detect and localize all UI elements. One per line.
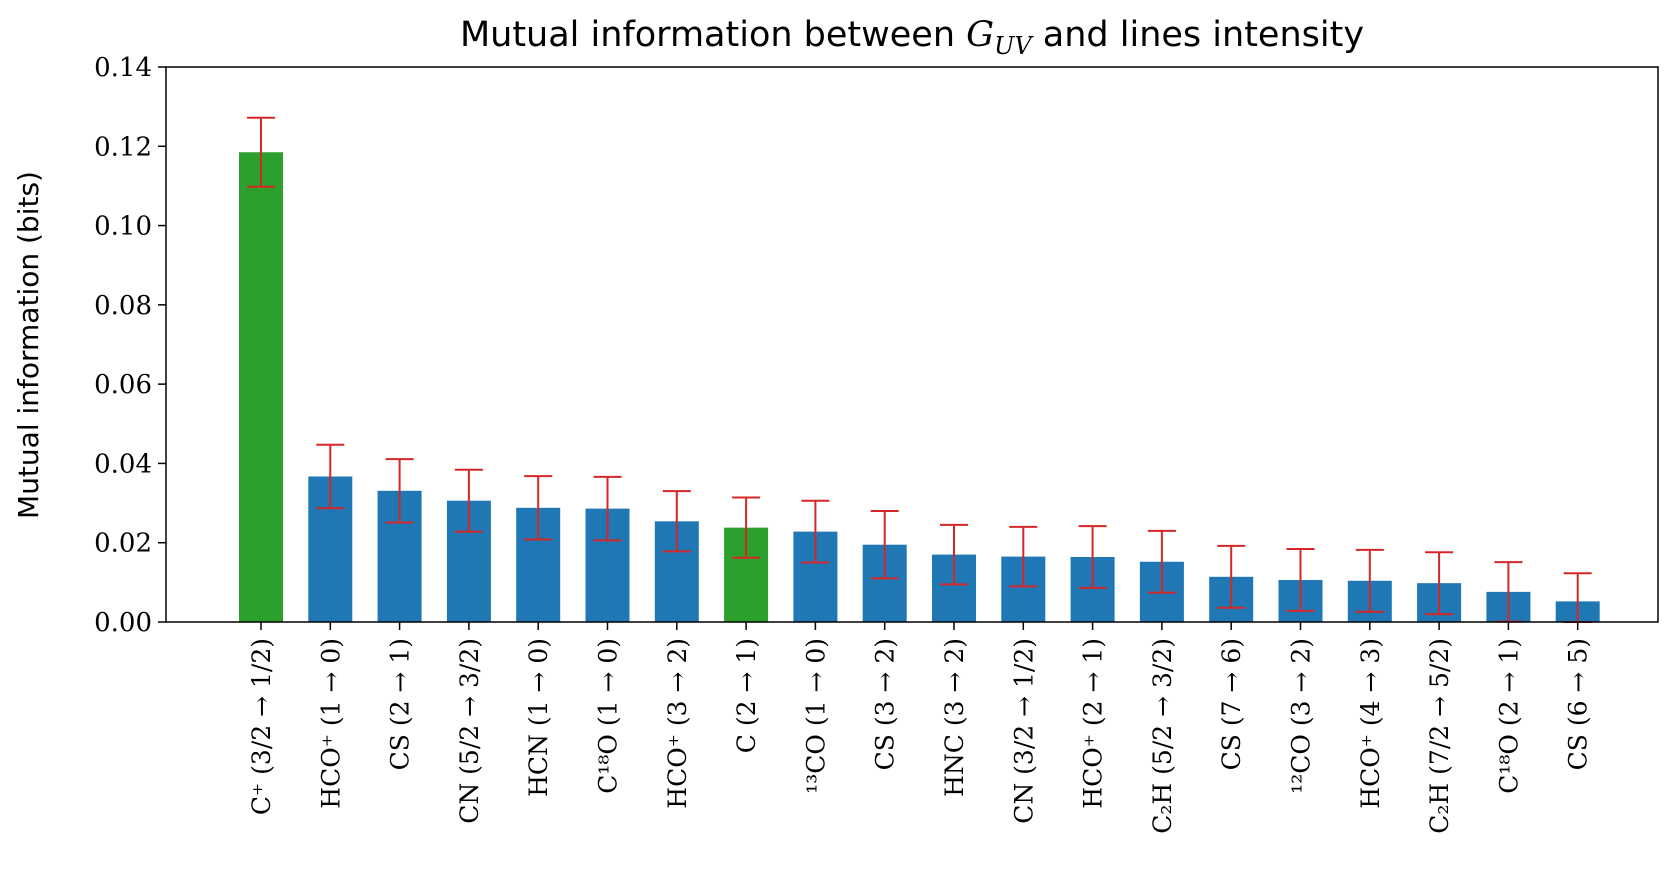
- x-tick-label-5: C¹⁸O (1 → 0): [594, 638, 623, 794]
- x-tick-label-19: CS (6 → 5): [1564, 638, 1593, 770]
- x-tick-label-4: HCN (1 → 0): [524, 638, 553, 797]
- x-tick-label-2: CS (2 → 1): [386, 638, 415, 770]
- y-tick-label-1: 0.02: [94, 529, 152, 559]
- y-tick-label-2: 0.04: [94, 449, 152, 479]
- chart-title-subscript: UV: [994, 32, 1034, 60]
- x-tick-label-15: ¹²CO (3 → 2): [1287, 638, 1316, 794]
- chart-title-after: and lines intensity: [1032, 15, 1364, 55]
- y-tick-label-3: 0.06: [94, 370, 152, 400]
- y-tick-label-7: 0.14: [94, 53, 152, 83]
- bar-0: [239, 152, 283, 622]
- x-tick-label-0: C⁺ (3/2 → 1/2): [247, 638, 276, 815]
- x-tick-label-12: HCO⁺ (2 → 1): [1079, 638, 1108, 809]
- x-tick-label-6: HCO⁺ (3 → 2): [663, 638, 692, 809]
- x-tick-label-16: HCO⁺ (4 → 3): [1356, 638, 1385, 809]
- x-tick-label-17: C₂H (7/2 → 5/2): [1425, 638, 1454, 834]
- y-axis-label: Mutual information (bits): [12, 171, 45, 519]
- x-tick-label-10: HNC (3 → 2): [940, 638, 969, 797]
- x-tick-label-3: CN (5/2 → 3/2): [455, 638, 484, 824]
- plot-area: 0.00 0.02 0.04 0.06 0.08 0.10 0.12 0.14 C⁺ (3/2 …: [94, 53, 1600, 834]
- y-tick-label-5: 0.10: [94, 212, 152, 242]
- x-tick-label-7: C (2 → 1): [732, 638, 761, 753]
- x-tick-label-11: CN (3/2 → 1/2): [1009, 638, 1038, 824]
- x-tick-label-14: CS (7 → 6): [1217, 638, 1246, 770]
- chart-title: Mutual information between GUV and lines…: [460, 15, 1364, 60]
- plot-frame: [165, 66, 1659, 623]
- y-tick-label-4: 0.08: [94, 291, 152, 321]
- y-tick-label-6: 0.12: [94, 132, 152, 162]
- x-tick-label-8: ¹³CO (1 → 0): [801, 638, 830, 794]
- x-tick-label-13: C₂H (5/2 → 3/2): [1148, 638, 1177, 834]
- chart-title-symbol: G: [966, 15, 994, 55]
- y-tick-label-0: 0.00: [94, 608, 152, 638]
- x-tick-label-1: HCO⁺ (1 → 0): [316, 638, 345, 809]
- chart-title-before: Mutual information between: [460, 15, 966, 55]
- x-tick-label-18: C¹⁸O (2 → 1): [1494, 638, 1523, 794]
- x-tick-label-9: CS (3 → 2): [871, 638, 900, 770]
